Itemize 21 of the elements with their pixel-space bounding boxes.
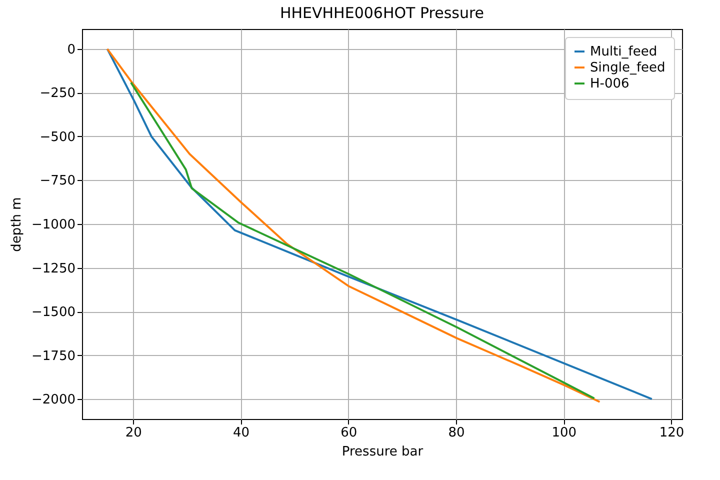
legend-label: H-006 — [590, 76, 630, 92]
y-tick-label: 0 — [67, 42, 76, 58]
x-axis-title: Pressure bar — [342, 444, 424, 460]
x-tick-label: 20 — [125, 426, 142, 440]
y-axis-title: depth m — [10, 197, 25, 252]
legend-label: Multi_feed — [590, 44, 658, 60]
x-tick-label: 80 — [448, 426, 465, 440]
legend-label: Single_feed — [590, 60, 666, 76]
y-tick-label: −1250 — [32, 261, 76, 276]
y-tick-label: −2000 — [32, 392, 76, 408]
x-tick-label: 40 — [232, 426, 250, 440]
y-tick-label: −750 — [40, 174, 76, 189]
y-tick-label: −500 — [40, 130, 76, 145]
y-tick-label: −250 — [40, 86, 76, 102]
x-tick-label: 120 — [659, 426, 684, 440]
chart-title: HHEVHHE006HOT Pressure — [280, 4, 484, 22]
y-tick-label: −1500 — [32, 305, 76, 320]
y-tick-label: −1750 — [32, 348, 76, 364]
x-tick-label: 100 — [552, 426, 577, 440]
x-tick-label: 60 — [340, 426, 358, 440]
y-tick-label: −1000 — [32, 218, 76, 232]
